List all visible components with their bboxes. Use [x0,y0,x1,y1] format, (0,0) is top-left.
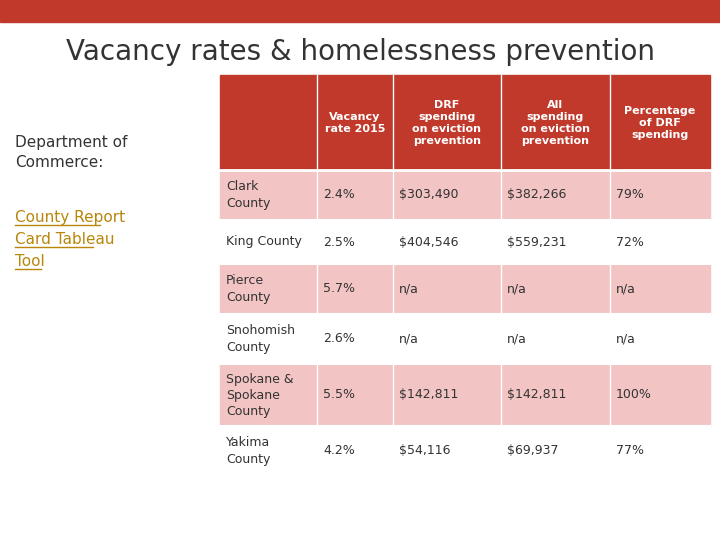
Text: 100%: 100% [616,388,652,402]
Text: 5.5%: 5.5% [323,388,356,402]
Bar [0,0,720,22]
Text: $382,266: $382,266 [507,188,567,201]
Text: $303,490: $303,490 [399,188,458,201]
Text: Clark
County: Clark County [226,180,271,210]
Text: 2.6%: 2.6% [323,333,355,346]
Text: Vacancy rates & homelessness prevention: Vacancy rates & homelessness prevention [66,38,654,66]
Text: n/a: n/a [616,282,636,295]
Text: Spokane &
Spokane
County: Spokane & Spokane County [226,373,294,417]
Text: County Report: County Report [15,210,125,225]
Text: $142,811: $142,811 [399,388,458,402]
Text: Yakima
County: Yakima County [226,436,271,465]
Text: Department of
Commerce:: Department of Commerce: [15,135,127,170]
Text: n/a: n/a [399,333,418,346]
Text: n/a: n/a [616,333,636,346]
Bar [220,364,710,426]
Text: Card Tableau: Card Tableau [15,232,114,247]
Text: Tool: Tool [15,254,45,269]
Text: $69,937: $69,937 [507,444,559,457]
Bar [220,314,710,364]
Text: 2.4%: 2.4% [323,188,355,201]
Text: 5.7%: 5.7% [323,282,356,295]
Text: $54,116: $54,116 [399,444,450,457]
Text: Snohomish
County: Snohomish County [226,325,295,354]
Text: 72%: 72% [616,235,644,248]
Text: n/a: n/a [399,282,418,295]
Text: All
spending
on eviction
prevention: All spending on eviction prevention [521,99,590,145]
Text: $559,231: $559,231 [507,235,567,248]
Text: $404,546: $404,546 [399,235,458,248]
Bar [220,220,710,264]
Text: n/a: n/a [507,282,527,295]
Text: DRF
spending
on eviction
prevention: DRF spending on eviction prevention [413,99,482,145]
Text: Pierce
County: Pierce County [226,274,271,303]
Text: 77%: 77% [616,444,644,457]
Text: 79%: 79% [616,188,644,201]
Text: Percentage
of DRF
spending: Percentage of DRF spending [624,105,696,139]
Bar [220,264,710,314]
Text: 2.5%: 2.5% [323,235,355,248]
Bar [220,75,710,170]
Text: $142,811: $142,811 [507,388,567,402]
Text: n/a: n/a [507,333,527,346]
Text: 4.2%: 4.2% [323,444,355,457]
Bar [220,170,710,220]
Text: Vacancy
rate 2015: Vacancy rate 2015 [325,111,385,133]
Bar [220,426,710,476]
Text: King County: King County [226,235,302,248]
